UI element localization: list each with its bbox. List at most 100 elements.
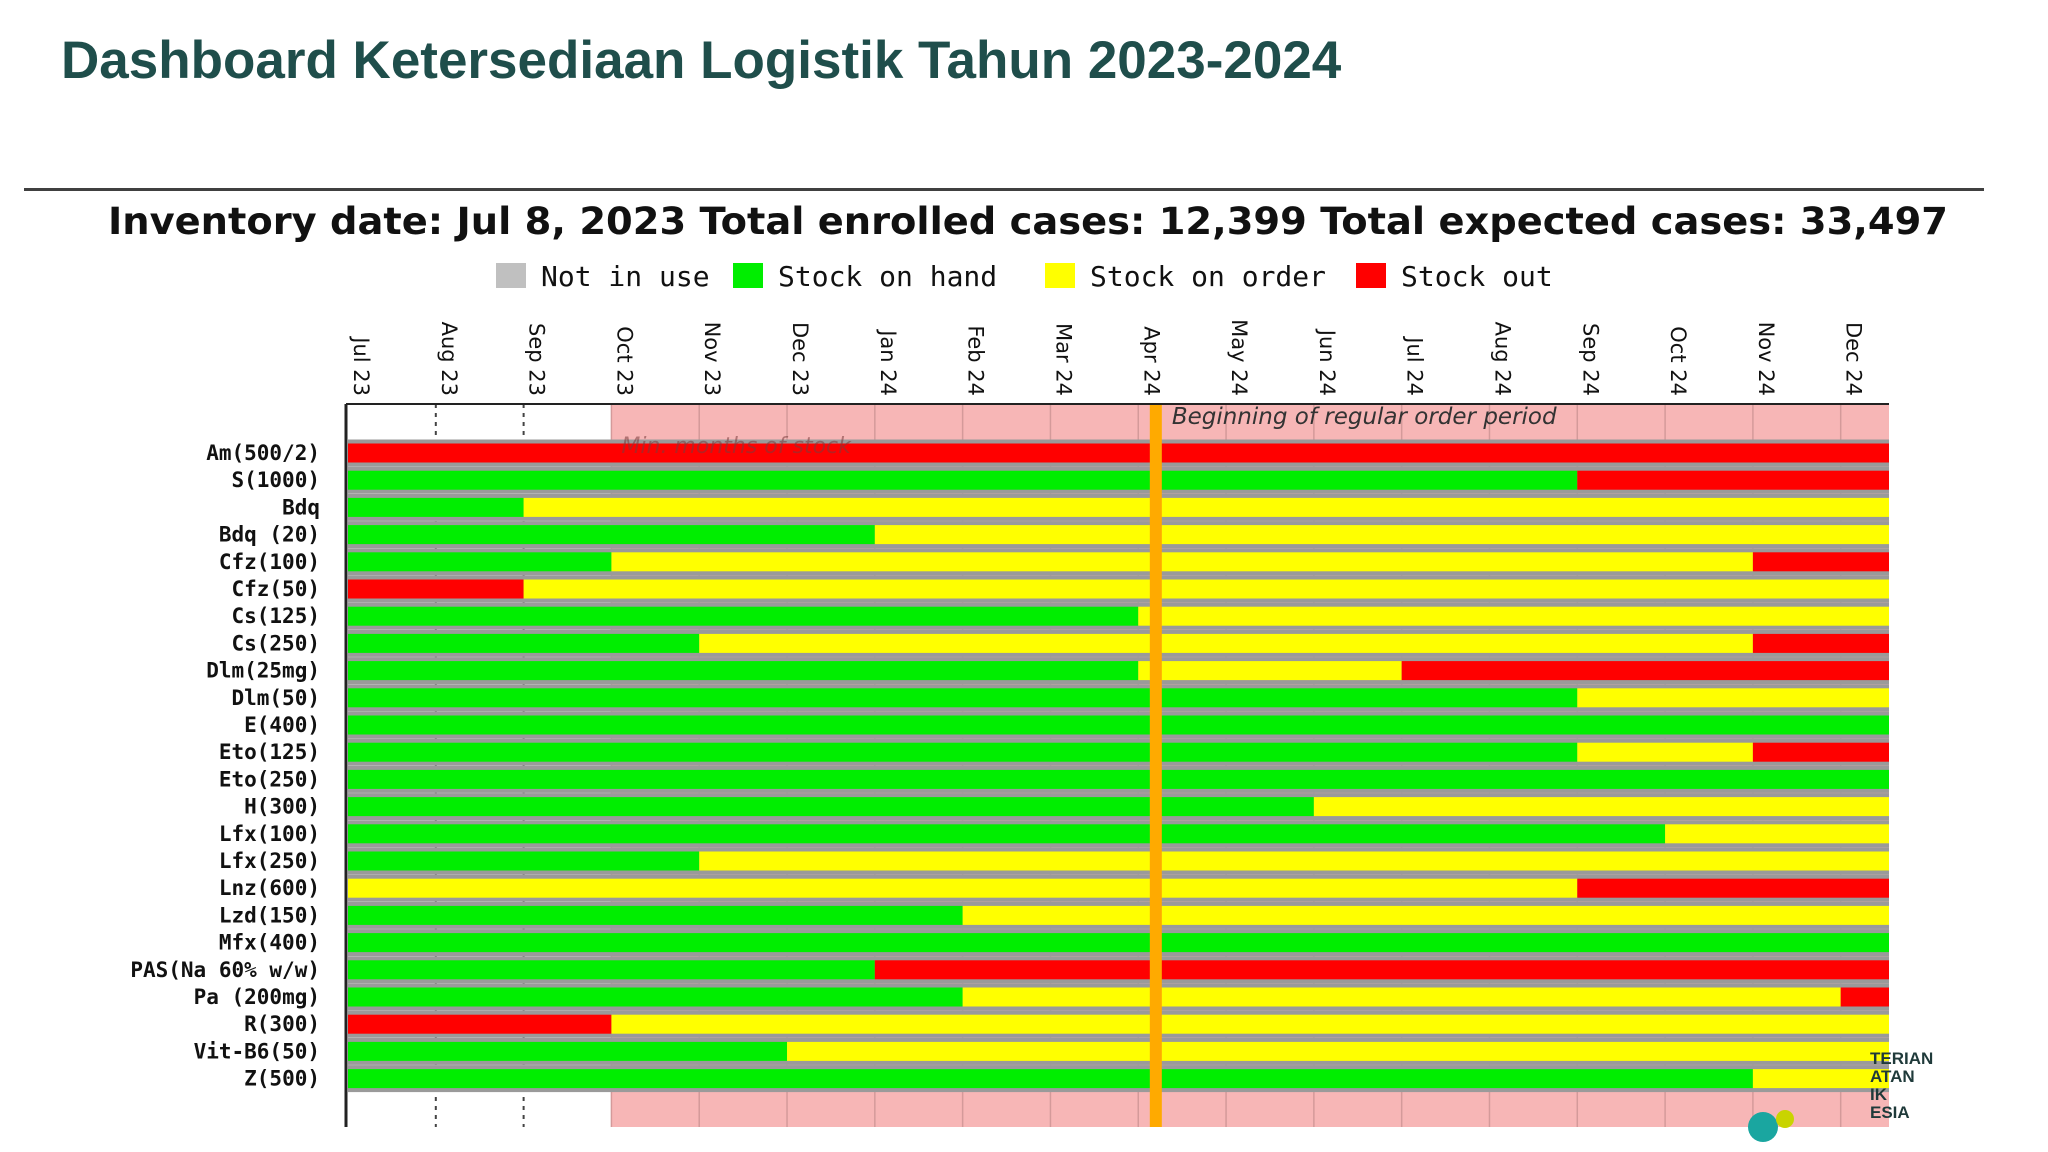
segment-stock-on-hand (348, 525, 875, 545)
segment-stock-on-hand (348, 470, 1578, 490)
row-label: Dlm(50) (231, 686, 320, 710)
segment-stock-out (348, 579, 524, 599)
gantt-row: Eto(250) (219, 765, 1889, 793)
x-tick-label: Dec 23 (788, 322, 812, 396)
row-label: Vit-B6(50) (194, 1039, 320, 1063)
gantt-row: Dlm(50) (231, 684, 1889, 712)
segment-stock-out (1752, 742, 1889, 762)
row-label: S(1000) (231, 468, 320, 492)
x-tick-label: Oct 24 (1666, 326, 1690, 396)
gantt-row: Z(500) (244, 1065, 1889, 1093)
row-label: H(300) (244, 795, 320, 819)
page-title: Dashboard Ketersediaan Logistik Tahun 20… (61, 31, 1342, 90)
row-label: Z(500) (244, 1067, 320, 1091)
x-tick-label: Apr 24 (1139, 326, 1163, 396)
gantt-row: Lnz(600) (219, 874, 1889, 902)
segment-stock-on-order (699, 851, 1889, 871)
segment-stock-on-order (348, 878, 1578, 898)
gantt-row: Am(500/2) (206, 439, 1889, 467)
segment-stock-on-hand (348, 1041, 788, 1061)
segment-stock-out (1401, 661, 1889, 681)
legend-item-stock-out: Stock out (1356, 260, 1553, 293)
gantt-row: Pa (200mg) (194, 983, 1889, 1011)
segment-stock-on-order (1752, 1069, 1889, 1089)
x-tick-label: Dec 24 (1842, 322, 1866, 396)
regular-order-period-marker (1149, 404, 1162, 1127)
legend-swatch-stock-out (1356, 263, 1386, 288)
title-divider (24, 188, 1984, 191)
segment-stock-on-order (874, 525, 1889, 545)
x-tick-label: May 24 (1227, 319, 1251, 396)
segment-stock-on-hand (348, 715, 1889, 735)
segment-stock-on-order (1313, 797, 1889, 817)
segment-stock-out (348, 1014, 612, 1034)
gantt-row: Cs(125) (231, 602, 1889, 630)
segment-stock-on-hand (348, 497, 524, 517)
segment-stock-on-hand (348, 633, 700, 653)
x-tick-label: Aug 24 (1490, 322, 1514, 396)
x-tick-label: Jan 24 (876, 328, 900, 396)
row-label: PAS(Na 60% w/w) (130, 958, 320, 982)
legend-label: Stock on hand (778, 260, 997, 293)
gantt-row: E(400) (244, 711, 1889, 739)
segment-stock-on-order (962, 987, 1841, 1007)
legend-item-stock-on-hand: Stock on hand (733, 260, 997, 293)
segment-stock-on-order (962, 905, 1889, 925)
segment-stock-out (1577, 878, 1889, 898)
row-label: Eto(250) (219, 767, 320, 791)
row-label: R(300) (244, 1012, 320, 1036)
legend-label: Stock out (1401, 260, 1553, 293)
segment-stock-on-hand (348, 905, 963, 925)
x-tick-label: Feb 24 (964, 325, 988, 396)
row-label: Lfx(250) (219, 849, 320, 873)
segment-stock-on-hand (348, 933, 1889, 953)
segment-stock-on-hand (348, 552, 612, 572)
segment-stock-on-order (1577, 742, 1753, 762)
regular-order-period-label: Beginning of regular order period (1172, 404, 1557, 430)
segment-stock-on-order (1138, 606, 1889, 626)
segment-stock-on-hand (348, 987, 963, 1007)
segment-stock-on-order (1577, 688, 1889, 708)
segment-stock-on-order (699, 633, 1753, 653)
x-tick-label: Nov 23 (700, 322, 724, 396)
logo-text: TERIAN ATAN IK ESIA (1870, 1049, 1934, 1122)
segment-stock-on-hand (348, 606, 1139, 626)
logo-dot-icon (1776, 1110, 1794, 1128)
gantt-row: PAS(Na 60% w/w) (130, 956, 1889, 984)
segment-stock-on-order (523, 497, 1889, 517)
segment-stock-on-hand (348, 769, 1889, 789)
x-tick-label: Mar 24 (1051, 323, 1075, 396)
segment-stock-out (348, 443, 1889, 463)
gantt-row: S(1000) (231, 466, 1889, 494)
gantt-row: H(300) (244, 793, 1889, 821)
gantt-row: Cfz(100) (219, 548, 1889, 576)
segment-stock-out (1752, 633, 1889, 653)
legend-swatch-not-in-use (496, 263, 526, 288)
x-tick-label: Jul 23 (349, 335, 373, 396)
row-label: Am(500/2) (206, 441, 320, 465)
gantt-row: Dlm(25mg) (206, 657, 1889, 685)
x-tick-label: Aug 23 (437, 322, 461, 396)
logo-mark-icon (1748, 1112, 1778, 1142)
segment-stock-out (874, 960, 1889, 980)
gantt-row: Cfz(50) (231, 575, 1889, 603)
gantt-row: Lfx(250) (219, 847, 1889, 875)
x-tick-label: Sep 23 (525, 323, 549, 396)
x-tick-label: Oct 23 (612, 326, 636, 396)
segment-stock-out (1752, 552, 1889, 572)
gantt-row: Bdq (282, 493, 1889, 521)
segment-stock-on-order (1665, 824, 1889, 844)
row-label: Cs(125) (231, 604, 320, 628)
row-label: Pa (200mg) (194, 985, 320, 1009)
legend-item-not-in-use: Not in use (496, 260, 710, 293)
row-label: Dlm(25mg) (206, 659, 320, 683)
segment-stock-on-hand (348, 824, 1666, 844)
gantt-row: Eto(125) (219, 738, 1889, 766)
gantt-row: Mfx(400) (219, 929, 1889, 957)
ministry-logo: TERIAN ATAN IK ESIA (1720, 1049, 1960, 1142)
legend-item-stock-on-order: Stock on order (1045, 260, 1326, 293)
gantt-row: Vit-B6(50) (194, 1037, 1890, 1065)
segment-stock-on-hand (348, 1069, 1753, 1089)
row-label: Cfz(50) (231, 577, 320, 601)
